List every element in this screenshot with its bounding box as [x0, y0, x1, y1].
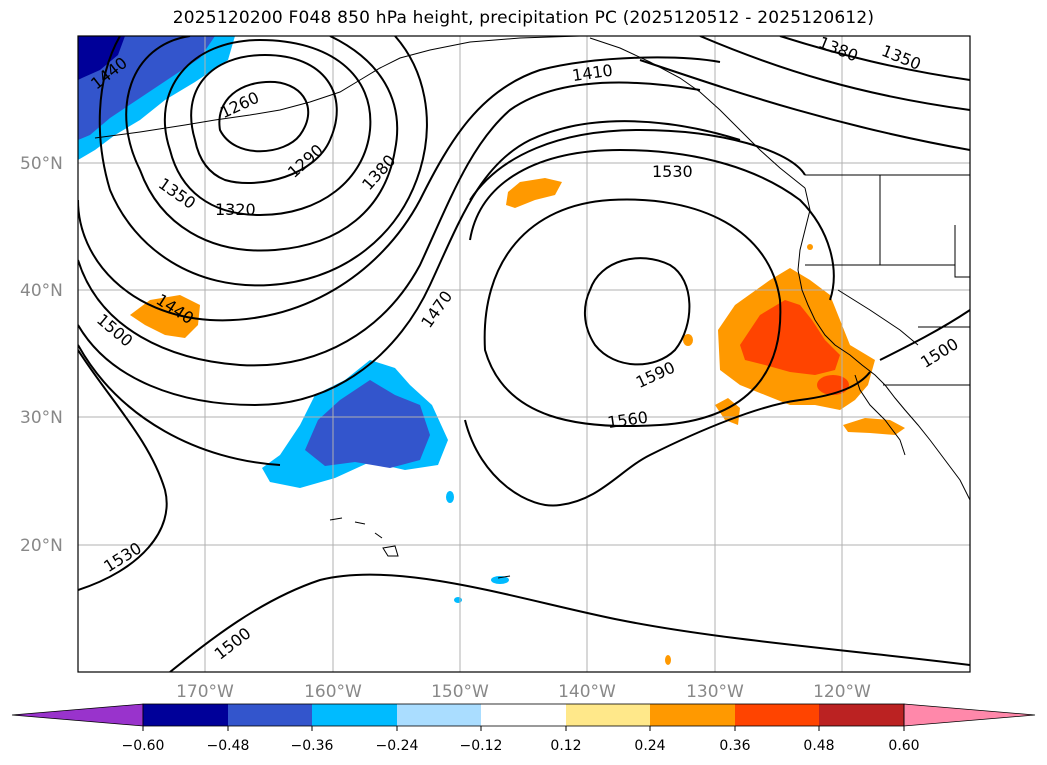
- colorbar-extend-right: [903, 703, 1036, 727]
- contour-1470: [78, 120, 741, 407]
- colorbar: −0.60 −0.48 −0.36 −0.24 −0.12 0.12 0.24 …: [11, 703, 1036, 754]
- colorbar-segment: [397, 704, 481, 726]
- colorbar-segment: [735, 704, 819, 726]
- colorbar-ticks: [142, 726, 905, 731]
- pos-precip-east-core2: [817, 375, 849, 395]
- contour-1350b: [779, 36, 970, 81]
- pos-precip-east-core: [740, 300, 840, 375]
- colorbar-tick-label: −0.24: [376, 738, 419, 754]
- neg-precip-dot: [491, 576, 509, 584]
- contour-1530b: [464, 371, 871, 507]
- neg-precip-nw-min: [78, 36, 125, 80]
- colorbar-tick-label: 0.24: [634, 738, 665, 754]
- colorbar-segment: [650, 704, 735, 726]
- colorbar-segment: [481, 704, 566, 726]
- contour-1380b: [699, 36, 970, 111]
- colorbar-tick-label: −0.48: [207, 738, 250, 754]
- pos-precip-dot: [807, 244, 813, 250]
- contour-1350: [125, 36, 399, 252]
- contour-1290: [190, 53, 338, 184]
- contour-1380: [98, 36, 428, 287]
- colorbar-tick-label: 0.48: [803, 738, 834, 754]
- contour-1500c: [169, 573, 970, 672]
- map-border: [77, 35, 971, 673]
- lat-label: 20°N: [20, 536, 63, 556]
- contour-label: 1320: [215, 200, 256, 219]
- colorbar-segment: [819, 704, 904, 726]
- neg-precip-nw-core: [78, 36, 215, 140]
- contour-1410: [78, 56, 721, 322]
- contour-1500d: [879, 309, 970, 361]
- lon-label: 170°W: [176, 682, 234, 702]
- lon-labels: 170°W 160°W 150°W 140°W 130°W 120°W: [176, 682, 871, 702]
- lat-label: 40°N: [20, 281, 63, 301]
- colorbar-segment: [312, 704, 397, 726]
- lon-label: 130°W: [686, 682, 744, 702]
- contour-1320: [163, 38, 372, 217]
- pos-precip-north: [506, 178, 562, 208]
- contour-label: 1530: [652, 162, 693, 181]
- pos-precip-west: [130, 295, 200, 338]
- pos-precip-dot: [665, 655, 671, 665]
- neg-precip-dot: [446, 491, 454, 503]
- pos-precip-dot: [683, 334, 693, 346]
- map-title: 2025120200 F048 850 hPa height, precipit…: [172, 8, 875, 28]
- colorbar-tick-label: −0.36: [291, 738, 334, 754]
- contour-1410b: [639, 59, 970, 151]
- contour-1260: [218, 80, 310, 153]
- contour-1500b: [78, 349, 168, 591]
- gridlines: [78, 36, 970, 672]
- contour-1560: [483, 198, 782, 428]
- colorbar-tick-label: 0.36: [719, 738, 750, 754]
- lat-label: 30°N: [20, 408, 63, 428]
- colorbar-tick-labels: −0.60 −0.48 −0.36 −0.24 −0.12 0.12 0.24 …: [122, 738, 920, 754]
- contour-1440: [78, 81, 701, 367]
- colorbar-segment: [143, 704, 228, 726]
- colorbar-tick-label: −0.60: [122, 738, 165, 754]
- contour-1590: [584, 257, 691, 366]
- coastlines: [94, 36, 970, 579]
- neg-precip-dot: [454, 597, 462, 603]
- lon-label: 120°W: [813, 682, 871, 702]
- height-contours: [78, 36, 970, 672]
- colorbar-frame: [142, 703, 905, 727]
- lat-labels: 50°N 40°N 30°N 20°N: [20, 154, 63, 556]
- contour-1530: [469, 148, 835, 301]
- lon-label: 160°W: [304, 682, 362, 702]
- contour-1500: [78, 128, 806, 466]
- colorbar-tick-label: 0.60: [888, 738, 919, 754]
- colorbar-tick-label: −0.12: [460, 738, 503, 754]
- map-area: 1440 1260 1290 1380 1350 1320 1410 1380 …: [78, 36, 970, 672]
- colorbar-extend-left: [11, 703, 144, 727]
- pos-precip-baja: [843, 418, 905, 435]
- colorbar-segment: [566, 704, 650, 726]
- colorbar-segment: [228, 704, 312, 726]
- precip-shading: [78, 36, 905, 665]
- neg-precip-central-core: [305, 380, 430, 468]
- lat-label: 50°N: [20, 154, 63, 174]
- lon-label: 150°W: [431, 682, 489, 702]
- lon-label: 140°W: [558, 682, 616, 702]
- colorbar-tick-label: 0.12: [550, 738, 581, 754]
